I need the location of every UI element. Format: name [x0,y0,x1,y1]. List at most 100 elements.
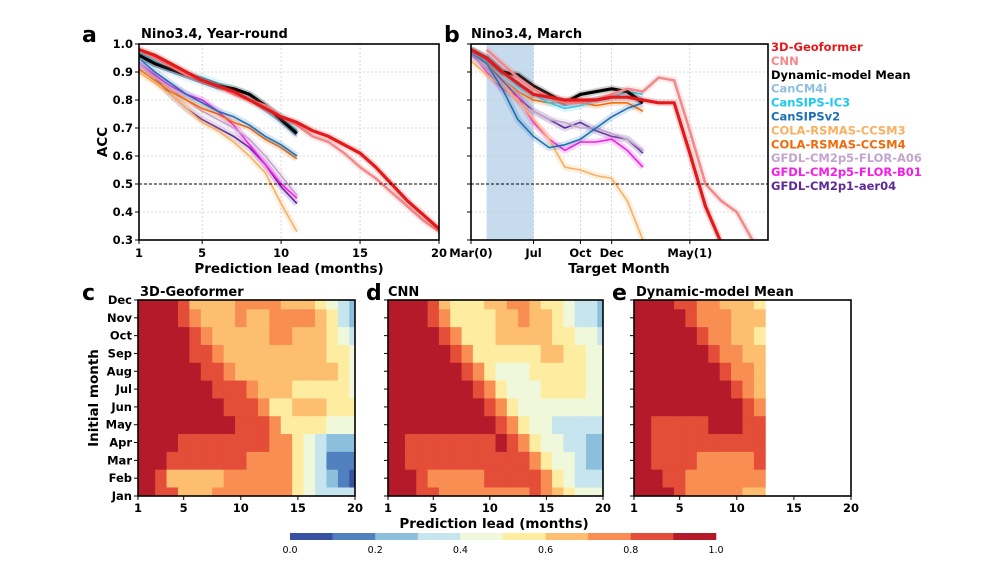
heatmap-cell [552,380,564,399]
heatmap-cell [303,344,316,363]
heatmap-cell [155,362,167,381]
heatmap-cell [651,380,663,399]
heatmap-cell [639,362,652,381]
heatmap-cell [246,469,259,488]
heatmap-cell [337,415,350,435]
colorbar-tick-label: 1.0 [708,545,723,556]
heatmap-cell [177,487,190,497]
heatmap-cell [177,326,190,345]
heatmap-cell [696,362,709,381]
heatmap-cell [574,380,587,399]
panel-label-e: e [612,281,627,306]
heatmap-cell [438,451,451,470]
heatmap-cell [472,469,485,488]
heatmap-cell [177,362,190,381]
heatmap-cell [495,398,508,417]
heatmap-cell [155,433,167,452]
heatmap-cell [143,344,156,363]
heatmap-cell [450,415,462,435]
heatmap-cell [257,415,270,435]
heatmap-cell [337,344,350,363]
heatmap-cell [269,451,282,470]
heatmap-cell [563,433,576,452]
heatmap-cell [708,344,721,363]
heatmap-cell [326,344,339,363]
heatmap-cell [506,487,519,497]
heatmap-cell [315,433,327,452]
heatmap-cell [518,380,530,399]
heatmap-cell [597,469,604,488]
heatmap-cell [506,469,519,488]
heatmap-cell [427,326,440,345]
heatmap-cell [404,380,417,399]
heatmap-cell [529,300,542,310]
heatmap-cell [143,380,156,399]
heatmap-cell [200,300,213,310]
heatmap-cell [337,398,350,417]
heatmap-cell [246,433,259,452]
colorbar-bin [503,533,546,540]
heatmap-cell [257,487,270,497]
series-group [471,46,760,240]
heatmap-cell [731,487,743,497]
heatmap-cell [651,415,663,435]
heatmap-cell [552,415,564,435]
heatmap-cell [685,326,698,345]
heatmap-cell [673,469,686,488]
heatmap-cell [708,398,721,417]
heatmap-cell [292,362,305,381]
heatmap-cell [257,469,270,488]
heatmap-cell [438,344,451,363]
heatmap-cell [200,398,213,417]
heatmap-cell [393,308,406,328]
heatmap-cell [438,380,451,399]
heatmap-cell [223,362,236,381]
heatmap-cell [484,398,496,417]
heatmap-cell [529,469,542,488]
heatmap-cell [246,308,259,328]
heatmap-cell [651,451,663,470]
heatmap-cell [292,433,305,452]
heatmap-cell [597,344,604,363]
heatmap-cell [552,469,564,488]
heatmap-cell [200,308,213,328]
x-tick-label: 5 [180,501,188,515]
heatmap-cell [495,451,508,470]
panel-label-d: d [366,281,382,306]
heatmap-cell [246,451,259,470]
heatmap-cell [155,469,167,488]
heatmap-cell [138,300,145,310]
heatmap-cell [484,469,496,488]
heatmap-cell [529,415,542,435]
heatmap-cell [349,469,356,488]
heatmap-cell [404,362,417,381]
heatmap-cell [166,469,179,488]
heatmap-cell [673,308,686,328]
colorbar-bin [630,533,674,540]
heatmap-cell [461,398,474,417]
heatmap-cell [518,469,530,488]
colorbar-bin [332,533,376,540]
heatmap-cell [753,469,766,488]
heatmap-cell [461,300,474,310]
heatmap-cell [143,308,156,328]
colorbar-tick-label: 0.2 [368,545,383,556]
heatmap-cell [484,433,496,452]
heatmap-cell [349,451,356,470]
heatmap-cell [189,451,202,470]
y-tick-label: Sep [108,346,132,360]
heatmap-cell [719,487,732,497]
heatmap-cell [651,487,663,497]
heatmap-cell [673,362,686,381]
series-line-cola-rsmas-ccsm4 [139,68,298,160]
heatmap-cell [639,398,652,417]
heatmap-cell [166,433,179,452]
heatmap-cell [472,380,485,399]
heatmap-cell [574,398,587,417]
heatmap-cell [673,398,686,417]
heatmap-cell [269,433,282,452]
panel-a-title: Nino3.4, Year-round [141,27,288,42]
heatmap-cell [138,308,145,328]
heatmap-cell [673,433,686,452]
